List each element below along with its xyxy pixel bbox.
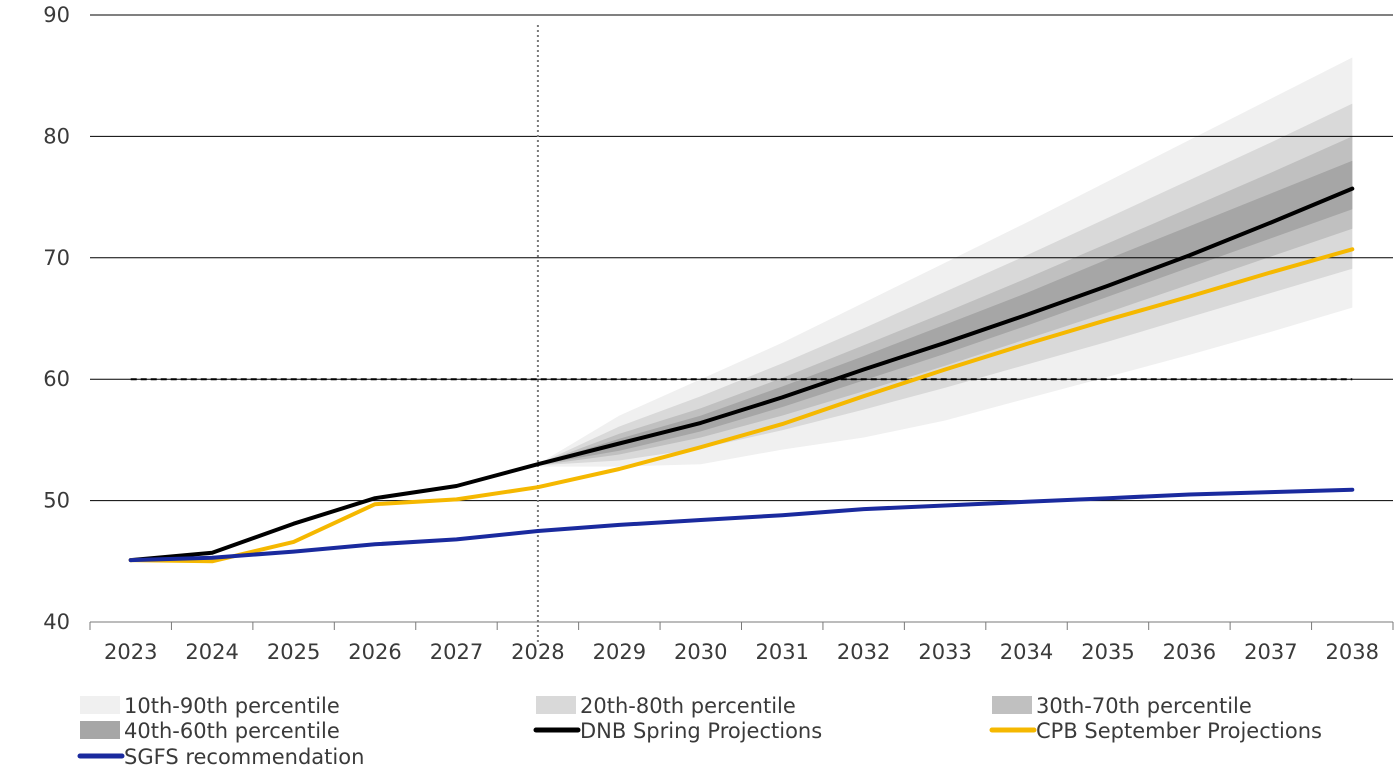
x-tick-label: 2027	[430, 640, 483, 664]
x-tick-label: 2029	[593, 640, 646, 664]
series-point-2-13	[1187, 493, 1191, 496]
x-tick-label: 2032	[837, 640, 890, 664]
series-point-0-11	[1025, 313, 1028, 317]
legend-label: SGFS recommendation	[124, 745, 364, 769]
y-axis: 40 50 60 70 80 90	[43, 3, 70, 634]
series-point-2-6	[617, 523, 621, 527]
series-point-0-3	[373, 496, 377, 500]
x-tick-label: 2026	[348, 640, 401, 664]
x-tick-label: 2025	[267, 640, 320, 664]
reference-lines-layer	[130, 25, 1353, 645]
series-point-0-12	[1106, 284, 1110, 288]
series-line-0	[128, 186, 1355, 563]
series-point-0-4	[455, 484, 458, 488]
series-point-0-9	[862, 368, 866, 371]
y-tick-label: 60	[43, 367, 70, 391]
x-axis: 2023 2024 2025 2026 2027 2028 2029 2030 2031 2032…	[89, 621, 1394, 664]
series-line-2	[128, 487, 1355, 563]
legend-swatch	[80, 721, 120, 739]
series-point-0-13	[1187, 253, 1191, 257]
legend-label: 30th-70th percentile	[1036, 694, 1252, 718]
series-point-0-10	[943, 341, 947, 345]
series-point-1-10	[943, 368, 947, 371]
legend-swatch	[80, 696, 120, 714]
series-point-1-14	[1269, 270, 1273, 274]
series-point-0-5	[536, 462, 540, 466]
series-point-0-7	[699, 421, 703, 425]
band-1	[537, 103, 1353, 466]
legend-swatch	[536, 696, 576, 714]
series-layer	[128, 186, 1355, 564]
x-tick-label: 2036	[1163, 640, 1216, 664]
series-point-0-1	[210, 551, 214, 555]
legend-label: CPB September Projections	[1036, 719, 1322, 743]
series-point-2-15	[1350, 488, 1354, 492]
x-tick-label: 2033	[918, 640, 971, 664]
x-tick-label: 2024	[185, 640, 238, 664]
series-point-1-11	[1025, 342, 1028, 346]
series-point-2-10	[943, 504, 947, 507]
y-tick-label: 70	[43, 246, 70, 270]
x-tick-label: 2034	[1000, 640, 1053, 664]
x-tick-label: 2035	[1081, 640, 1134, 664]
x-tick-label: 2038	[1326, 640, 1379, 664]
series-point-1-4	[455, 497, 458, 501]
series-point-0-14	[1269, 221, 1273, 225]
y-tick-label: 50	[43, 489, 70, 513]
y-tick-label: 80	[43, 124, 70, 148]
legend-label: 10th-90th percentile	[124, 694, 340, 718]
x-tick-label: 2031	[755, 640, 808, 664]
series-point-2-9	[862, 507, 866, 511]
legend-label: 40th-60th percentile	[124, 719, 340, 743]
series-point-1-3	[373, 502, 377, 506]
series-point-1-12	[1106, 318, 1110, 322]
series-point-2-12	[1106, 496, 1110, 500]
series-point-1-15	[1350, 247, 1354, 251]
bands-layer	[537, 57, 1353, 467]
series-point-2-8	[780, 513, 784, 517]
series-line-1	[128, 247, 1355, 564]
series-point-1-13	[1187, 295, 1191, 299]
legend: 10th-90th percentile 20th-80th percentile…	[77, 694, 1322, 769]
x-tick-label: 2030	[674, 640, 727, 664]
series-point-0-8	[780, 395, 784, 399]
x-tick-label: 2037	[1244, 640, 1297, 664]
x-tick-label: 2023	[104, 640, 157, 664]
series-point-0-2	[292, 522, 296, 526]
legend-label: 20th-80th percentile	[580, 694, 796, 718]
series-point-2-5	[536, 529, 540, 533]
series-point-2-1	[210, 556, 214, 560]
y-tick-label: 40	[43, 610, 70, 634]
x-tick-label: 2028	[511, 640, 564, 664]
series-point-2-11	[1025, 500, 1028, 504]
series-point-0-6	[617, 442, 621, 445]
series-point-2-4	[455, 537, 458, 541]
series-point-2-7	[699, 518, 703, 522]
band-0	[537, 57, 1353, 467]
series-point-1-5	[536, 485, 540, 489]
series-point-2-0	[129, 558, 133, 562]
series-point-0-15	[1350, 187, 1354, 191]
series-point-1-1	[210, 559, 214, 563]
series-point-1-7	[699, 445, 703, 449]
series-point-2-3	[373, 542, 377, 546]
series-point-1-9	[862, 394, 866, 398]
series-point-1-2	[292, 540, 296, 544]
series-point-2-2	[292, 550, 296, 554]
series-point-1-6	[617, 467, 621, 471]
legend-swatch	[992, 696, 1032, 714]
legend-label: DNB Spring Projections	[580, 719, 822, 743]
series-point-2-14	[1269, 490, 1273, 494]
series-point-1-8	[780, 422, 784, 426]
y-tick-label: 90	[43, 3, 70, 27]
